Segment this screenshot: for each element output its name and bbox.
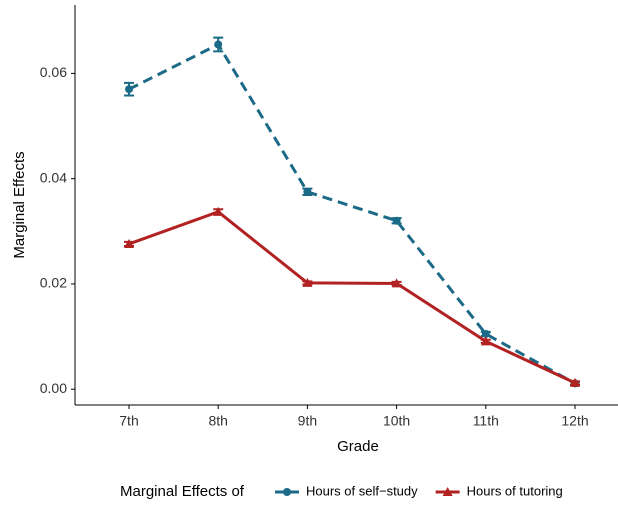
y-tick-label: 0.06: [40, 64, 67, 80]
legend-label: Hours of self−study: [306, 483, 418, 498]
x-tick-label: 8th: [208, 413, 227, 429]
point: [392, 216, 401, 225]
y-tick-label: 0.00: [40, 380, 67, 396]
point: [214, 40, 223, 49]
point: [391, 278, 402, 288]
y-tick-label: 0.02: [40, 275, 67, 291]
legend-marker: [442, 487, 453, 496]
y-tick-label: 0.04: [40, 169, 67, 185]
point: [480, 336, 491, 346]
x-tick-label: 10th: [383, 413, 410, 429]
x-tick-label: 7th: [119, 413, 138, 429]
point: [570, 377, 580, 387]
point: [481, 329, 490, 338]
legend-marker: [283, 488, 291, 496]
series-line: [128, 210, 576, 385]
x-axis-label: Grade: [337, 438, 379, 455]
y-axis-label: Marginal Effects: [11, 151, 28, 258]
x-tick-label: 11th: [473, 413, 499, 429]
series-line: [128, 42, 576, 385]
legend-title: Marginal Effects of: [120, 483, 245, 500]
point: [125, 85, 133, 94]
legend-label: Hours of tutoring: [467, 483, 563, 498]
x-tick-label: 12th: [561, 413, 588, 429]
point: [302, 277, 313, 287]
point: [124, 238, 134, 248]
x-tick-label: 9th: [298, 413, 317, 429]
point: [303, 187, 312, 196]
point: [213, 206, 224, 216]
